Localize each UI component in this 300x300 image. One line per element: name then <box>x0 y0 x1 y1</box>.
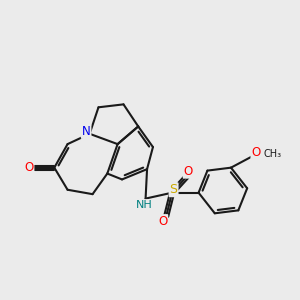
Text: S: S <box>169 183 178 196</box>
Text: N: N <box>82 125 91 138</box>
Text: CH₃: CH₃ <box>263 149 281 159</box>
Text: O: O <box>251 146 261 159</box>
Text: O: O <box>158 215 167 228</box>
Text: NH: NH <box>136 200 152 210</box>
Text: O: O <box>24 161 33 174</box>
Text: O: O <box>184 165 193 178</box>
